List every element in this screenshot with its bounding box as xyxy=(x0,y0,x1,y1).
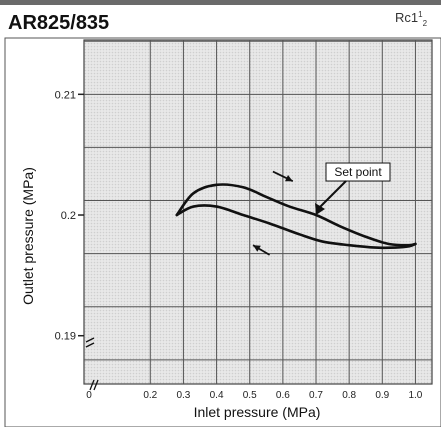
set-point-leader-line xyxy=(319,180,347,208)
x-tick-label-8: 0.9 xyxy=(375,390,389,401)
port-size-subscript: 2 xyxy=(423,19,428,28)
set-point-label-box xyxy=(325,162,391,182)
chart-title: AR825/835 xyxy=(8,12,109,34)
port-size-superscript: 1 xyxy=(418,10,423,19)
x-tick-labels: 0 0.2 0.3 0.4 0.5 0.6 0.7 0.8 0.9 1.0 xyxy=(86,390,423,401)
y-axis-break xyxy=(85,337,95,348)
decreasing-pressure-arrow-head xyxy=(253,245,261,252)
x-tick-label-7: 0.8 xyxy=(342,390,356,401)
chart-annotations: Set point xyxy=(252,162,391,256)
set-point-label: Set point xyxy=(334,165,382,179)
x-tick-label-0: 0 xyxy=(86,390,92,401)
x-tick-label-1: 0.2 xyxy=(143,390,157,401)
top-border-line xyxy=(0,0,441,5)
series-line-0 xyxy=(175,183,417,247)
increasing-pressure-arrow-head xyxy=(284,175,293,182)
port-size-prefix: Rc1 xyxy=(395,10,418,25)
axis-break-mark xyxy=(85,337,99,391)
x-axis-label: Inlet pressure (MPa) xyxy=(194,404,321,420)
y-tick-label-1: 0.2 xyxy=(61,210,76,222)
x-tick-label-3: 0.4 xyxy=(210,390,224,401)
x-tick-label-6: 0.7 xyxy=(309,390,323,401)
y-tick-labels: 0.19 0.2 0.21 xyxy=(55,89,84,343)
y-tick-label-0: 0.19 xyxy=(55,331,76,343)
x-tick-label-9: 1.0 xyxy=(408,390,422,401)
port-size-label: Rc112 xyxy=(395,10,428,28)
y-tick-label-2: 0.21 xyxy=(55,89,76,101)
x-tick-label-5: 0.6 xyxy=(276,390,290,401)
y-axis-label: Outlet pressure (MPa) xyxy=(20,167,36,305)
x-axis-break xyxy=(89,379,99,391)
set-point-arrowhead xyxy=(315,203,325,216)
series-lines xyxy=(175,183,417,250)
series-line-1 xyxy=(175,204,417,250)
x-tick-label-4: 0.5 xyxy=(243,390,257,401)
x-tick-label-2: 0.3 xyxy=(176,390,190,401)
plot-area xyxy=(83,39,433,385)
